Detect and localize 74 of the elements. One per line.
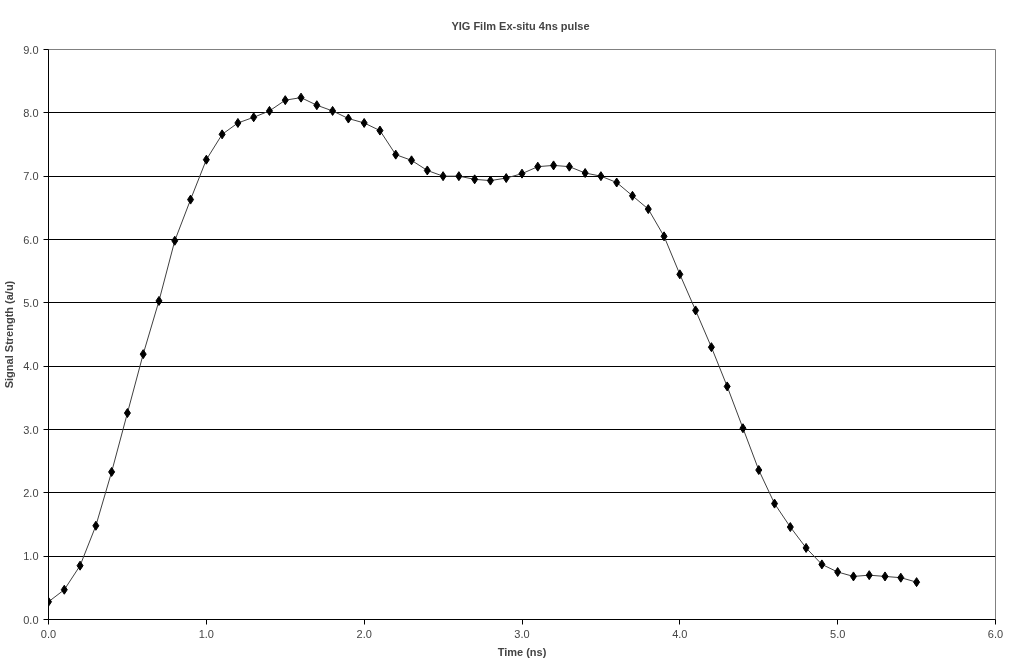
point (234, 117, 242, 128)
point (755, 465, 763, 476)
point (913, 577, 921, 588)
point (455, 171, 463, 182)
point (155, 295, 163, 306)
point (502, 173, 510, 184)
point (739, 423, 747, 434)
point (60, 584, 68, 595)
x-tick-label: 3.0 (514, 627, 530, 640)
point (108, 466, 116, 477)
point (218, 129, 226, 140)
y-tick-label: 0.0 (23, 613, 39, 626)
point (139, 349, 147, 360)
point (423, 165, 431, 176)
point (202, 154, 210, 165)
point (660, 231, 668, 242)
y-tick-label: 5.0 (23, 296, 39, 309)
x-tick-label: 6.0 (987, 627, 1004, 640)
point (313, 100, 321, 111)
point (376, 125, 384, 136)
point (881, 571, 889, 582)
y-tick-label: 4.0 (23, 360, 39, 373)
y-tick-label: 8.0 (23, 106, 39, 119)
point (613, 177, 621, 188)
point (676, 269, 684, 280)
chart-title: YIG Film Ex-situ 4ns pulse (451, 20, 590, 32)
point (534, 161, 542, 172)
point (834, 567, 842, 577)
point (644, 204, 652, 215)
point (123, 408, 131, 419)
point (518, 168, 526, 179)
point (565, 161, 573, 172)
point (723, 381, 731, 392)
point (597, 171, 605, 182)
point (281, 95, 289, 106)
x-tick-label: 5.0 (830, 627, 846, 640)
y-tick-label: 7.0 (23, 170, 39, 183)
point (771, 498, 779, 509)
point (897, 572, 905, 583)
point (329, 105, 337, 116)
y-tick-label: 2.0 (23, 486, 39, 499)
point (297, 92, 305, 103)
point (344, 113, 352, 124)
point (802, 542, 810, 553)
point (707, 342, 715, 353)
point (360, 117, 368, 128)
point (408, 155, 416, 166)
point (471, 174, 479, 185)
y-tick-label: 6.0 (23, 233, 39, 246)
point (865, 570, 873, 581)
point (392, 149, 400, 160)
x-tick-label: 2.0 (356, 627, 372, 640)
y-tick-label: 9.0 (23, 43, 39, 56)
point (92, 520, 100, 531)
point (439, 171, 447, 182)
point (692, 305, 700, 316)
y-tick-label: 1.0 (23, 550, 39, 563)
point (628, 190, 636, 201)
point (849, 571, 857, 582)
point (171, 235, 179, 246)
x-tick-label: 1.0 (198, 627, 214, 640)
point (250, 112, 258, 123)
point (76, 560, 84, 571)
point (581, 168, 589, 178)
y-axis-title: Signal Strength (a/u) (3, 280, 16, 389)
point (265, 105, 273, 116)
x-axis-title: Time (ns) (497, 645, 547, 658)
point (786, 522, 794, 533)
x-tick-label: 0.0 (40, 627, 57, 640)
point (550, 160, 558, 171)
x-tick-label: 4.0 (672, 627, 688, 640)
point (187, 194, 195, 205)
y-tick-label: 3.0 (23, 423, 39, 436)
point (818, 559, 826, 570)
